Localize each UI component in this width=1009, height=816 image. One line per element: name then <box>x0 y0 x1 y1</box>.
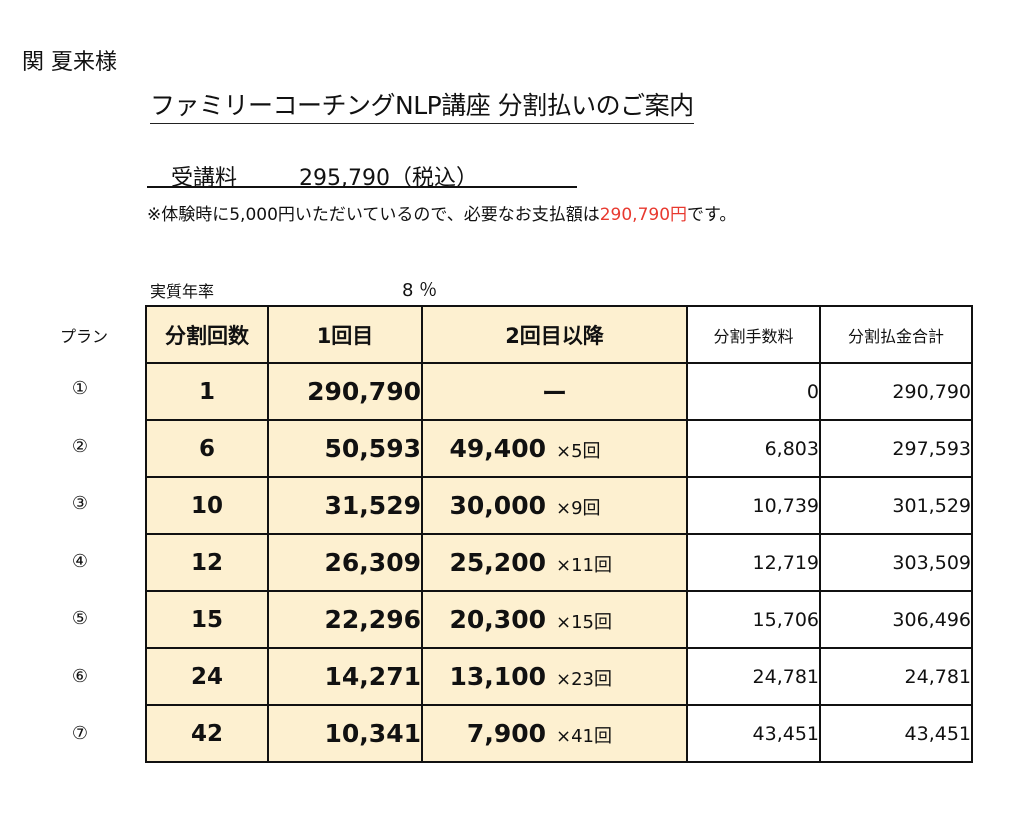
first-payment-cell: 22,296 <box>267 590 423 649</box>
installment-count-cell: 24 <box>145 647 269 706</box>
first-payment-cell: 14,271 <box>267 647 423 706</box>
installment-count-cell: 12 <box>145 533 269 592</box>
installment-fee-cell: 24,781 <box>686 647 821 706</box>
installment-count-cell: 42 <box>145 704 269 763</box>
payment-note-text: ※体験時に5,000円いただいているので、必要なお支払額は <box>147 205 600 225</box>
payment-times: ×15回 <box>556 612 612 633</box>
tuition-fee-line: 受講料 295,790（税込） <box>147 160 577 191</box>
table-row: 10 31,529 30,000 ×9回 10,739 301,529 <box>145 476 973 535</box>
installment-count-cell: 10 <box>145 476 269 535</box>
header-installment-fee: 分割手数料 <box>686 305 821 364</box>
total-amount-cell: 43,451 <box>819 704 973 763</box>
payment-note-suffix: です。 <box>687 205 737 225</box>
header-subsequent-payments: 2回目以降 <box>421 305 688 364</box>
subsequent-amount: 7,900 <box>466 719 546 748</box>
subsequent-amount: 30,000 <box>449 491 546 520</box>
subsequent-amount: 20,300 <box>449 605 546 634</box>
payment-note: ※体験時に5,000円いただいているので、必要なお支払額は290,790円です。 <box>147 200 736 225</box>
payment-times: ×5回 <box>556 441 601 462</box>
plan-number: ⑦ <box>71 723 89 744</box>
total-amount-cell: 306,496 <box>819 590 973 649</box>
payment-times: ×41回 <box>556 726 612 747</box>
recipient-name: 関 夏来様 <box>22 50 117 75</box>
tuition-fee-value: 295,790（税込） <box>299 166 478 191</box>
table-row: 1 290,790 ー 0 290,790 <box>145 362 973 421</box>
annual-rate-value: 8 ％ <box>402 280 438 301</box>
subsequent-amount: 25,200 <box>449 548 546 577</box>
table-row: 42 10,341 7,900 ×41回 43,451 43,451 <box>145 704 973 763</box>
payment-times: ×9回 <box>556 498 601 519</box>
payment-amount: 290,790円 <box>599 205 688 225</box>
tuition-fee-label: 受講料 <box>171 166 238 191</box>
table-row: 15 22,296 20,300 ×15回 15,706 306,496 <box>145 590 973 649</box>
subsequent-amount: 49,400 <box>449 434 546 463</box>
installment-table: 分割回数 1回目 2回目以降 分割手数料 分割払金合計 1 290,790 ー 0 29… <box>145 305 973 763</box>
installment-fee-cell: 12,719 <box>686 533 821 592</box>
payment-times: ×11回 <box>556 555 612 576</box>
total-amount-cell: 290,790 <box>819 362 973 421</box>
payment-times: ×23回 <box>556 669 612 690</box>
plan-number: ① <box>71 378 89 399</box>
subsequent-payment-cell: 20,300 ×15回 <box>421 590 688 649</box>
header-total-amount: 分割払金合計 <box>819 305 973 364</box>
subsequent-payment-cell: 13,100 ×23回 <box>421 647 688 706</box>
installment-fee-cell: 15,706 <box>686 590 821 649</box>
installment-fee-cell: 0 <box>686 362 821 421</box>
subsequent-payment-cell: 7,900 ×41回 <box>421 704 688 763</box>
table-header-row: 分割回数 1回目 2回目以降 分割手数料 分割払金合計 <box>145 305 973 364</box>
first-payment-cell: 290,790 <box>267 362 423 421</box>
installment-count-cell: 15 <box>145 590 269 649</box>
subsequent-payment-cell: 25,200 ×11回 <box>421 533 688 592</box>
document-title: ファミリーコーチングNLP講座 分割払いのご案内 <box>150 86 694 124</box>
installment-fee-cell: 6,803 <box>686 419 821 478</box>
total-amount-cell: 301,529 <box>819 476 973 535</box>
annual-rate-label: 実質年率 <box>150 282 215 301</box>
plan-number: ② <box>71 435 89 457</box>
first-payment-cell: 10,341 <box>267 704 423 763</box>
table-row: 12 26,309 25,200 ×11回 12,719 303,509 <box>145 533 973 592</box>
plan-column-header: プラン <box>60 327 109 346</box>
installment-count-cell: 6 <box>145 419 269 478</box>
first-payment-cell: 31,529 <box>267 476 423 535</box>
subsequent-payment-cell: 30,000 ×9回 <box>421 476 688 535</box>
first-payment-cell: 26,309 <box>267 533 423 592</box>
installment-count-cell: 1 <box>145 362 269 421</box>
installment-fee-cell: 10,739 <box>686 476 821 535</box>
installment-fee-cell: 43,451 <box>686 704 821 763</box>
plan-number: ③ <box>71 493 89 514</box>
subsequent-amount: 13,100 <box>449 662 546 691</box>
first-payment-cell: 50,593 <box>267 419 423 478</box>
total-amount-cell: 24,781 <box>819 647 973 706</box>
plan-number: ⑥ <box>71 665 89 687</box>
header-first-payment: 1回目 <box>267 305 423 364</box>
plan-number: ⑤ <box>71 608 89 629</box>
subsequent-payment-cell: ー <box>421 362 688 421</box>
total-amount-cell: 303,509 <box>819 533 973 592</box>
plan-number: ④ <box>71 550 89 572</box>
total-amount-cell: 297,593 <box>819 419 973 478</box>
subsequent-payment-cell: 49,400 ×5回 <box>421 419 688 478</box>
subsequent-amount: ー <box>541 378 567 408</box>
table-row: 6 50,593 49,400 ×5回 6,803 297,593 <box>145 419 973 478</box>
header-installment-count: 分割回数 <box>145 305 269 364</box>
table-row: 24 14,271 13,100 ×23回 24,781 24,781 <box>145 647 973 706</box>
installment-rows: 1 290,790 ー 0 290,790 6 50,593 49,400 ×5回 6,803 29… <box>145 362 973 763</box>
